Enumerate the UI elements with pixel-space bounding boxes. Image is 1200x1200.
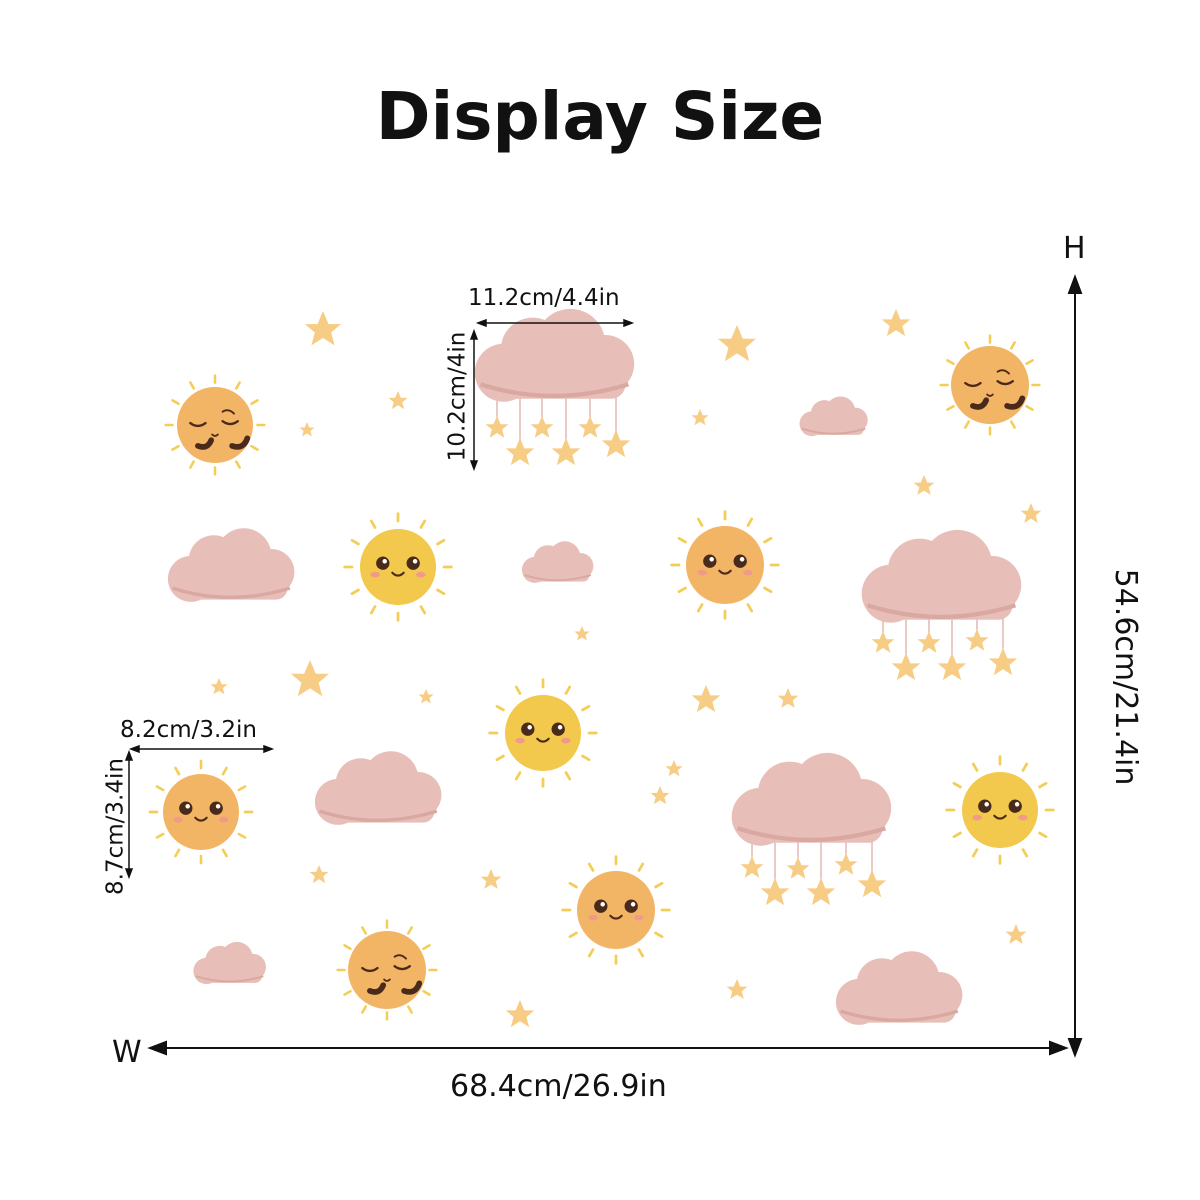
sun-happy-orange-2 <box>148 759 254 865</box>
hanging-cloud-bottom <box>732 753 892 906</box>
dimension-lines <box>124 318 635 880</box>
sun-sleeping-2 <box>939 334 1041 436</box>
page-title: Display Size <box>375 78 825 155</box>
hanging-cloud-top <box>475 309 635 466</box>
sun-sleeping-1 <box>164 374 266 476</box>
sun-width-label: 8.2cm/3.2in <box>120 717 257 743</box>
total-width-label: 68.4cm/26.9in <box>450 1069 667 1104</box>
sun-happy-orange-3 <box>561 855 671 965</box>
width-axis-letter: W <box>112 1035 142 1070</box>
height-axis-letter: H <box>1063 231 1086 266</box>
sun-happy-yellow-2 <box>488 678 598 788</box>
main-axes <box>147 274 1083 1058</box>
sun-happy-yellow-1 <box>343 512 453 622</box>
hanging-cloud-right <box>862 530 1022 681</box>
sun-happy-yellow-3 <box>945 755 1055 865</box>
sun-sleeping-3 <box>336 919 438 1021</box>
cloud-width-label: 11.2cm/4.4in <box>468 285 620 311</box>
sun-happy-orange-1 <box>670 510 780 620</box>
